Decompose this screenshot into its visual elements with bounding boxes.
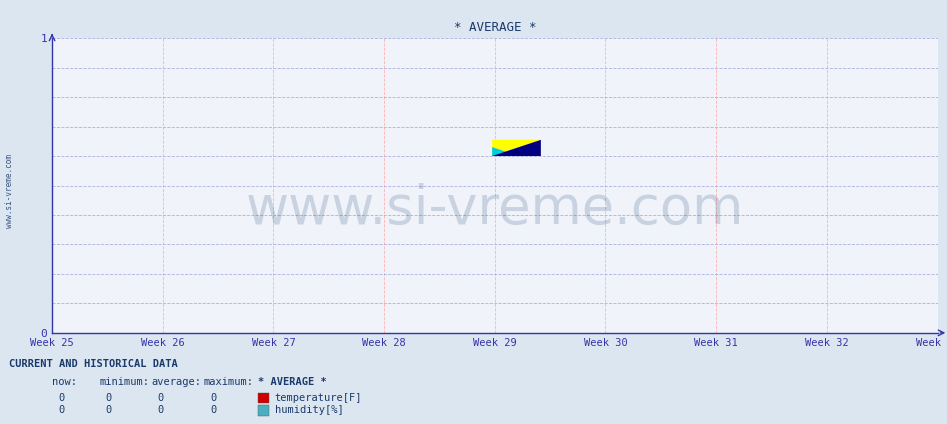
Text: CURRENT AND HISTORICAL DATA: CURRENT AND HISTORICAL DATA (9, 359, 178, 369)
Text: average:: average: (152, 377, 202, 387)
Text: 0: 0 (106, 393, 112, 403)
Text: temperature[F]: temperature[F] (275, 393, 362, 403)
Polygon shape (492, 140, 541, 156)
Text: maximum:: maximum: (204, 377, 254, 387)
Text: * AVERAGE *: * AVERAGE * (258, 377, 327, 387)
Text: 0: 0 (210, 405, 216, 416)
Polygon shape (492, 140, 541, 156)
Text: 0: 0 (158, 405, 164, 416)
Text: minimum:: minimum: (99, 377, 150, 387)
Text: 0: 0 (210, 393, 216, 403)
Text: 0: 0 (59, 393, 64, 403)
Text: 0: 0 (59, 405, 64, 416)
Text: www.si-vreme.com: www.si-vreme.com (245, 183, 744, 235)
Text: www.si-vreme.com: www.si-vreme.com (5, 154, 14, 228)
Text: 0: 0 (158, 393, 164, 403)
Title: * AVERAGE *: * AVERAGE * (454, 21, 536, 34)
Polygon shape (492, 147, 519, 156)
Text: 0: 0 (106, 405, 112, 416)
Text: now:: now: (52, 377, 77, 387)
Text: humidity[%]: humidity[%] (275, 405, 344, 416)
